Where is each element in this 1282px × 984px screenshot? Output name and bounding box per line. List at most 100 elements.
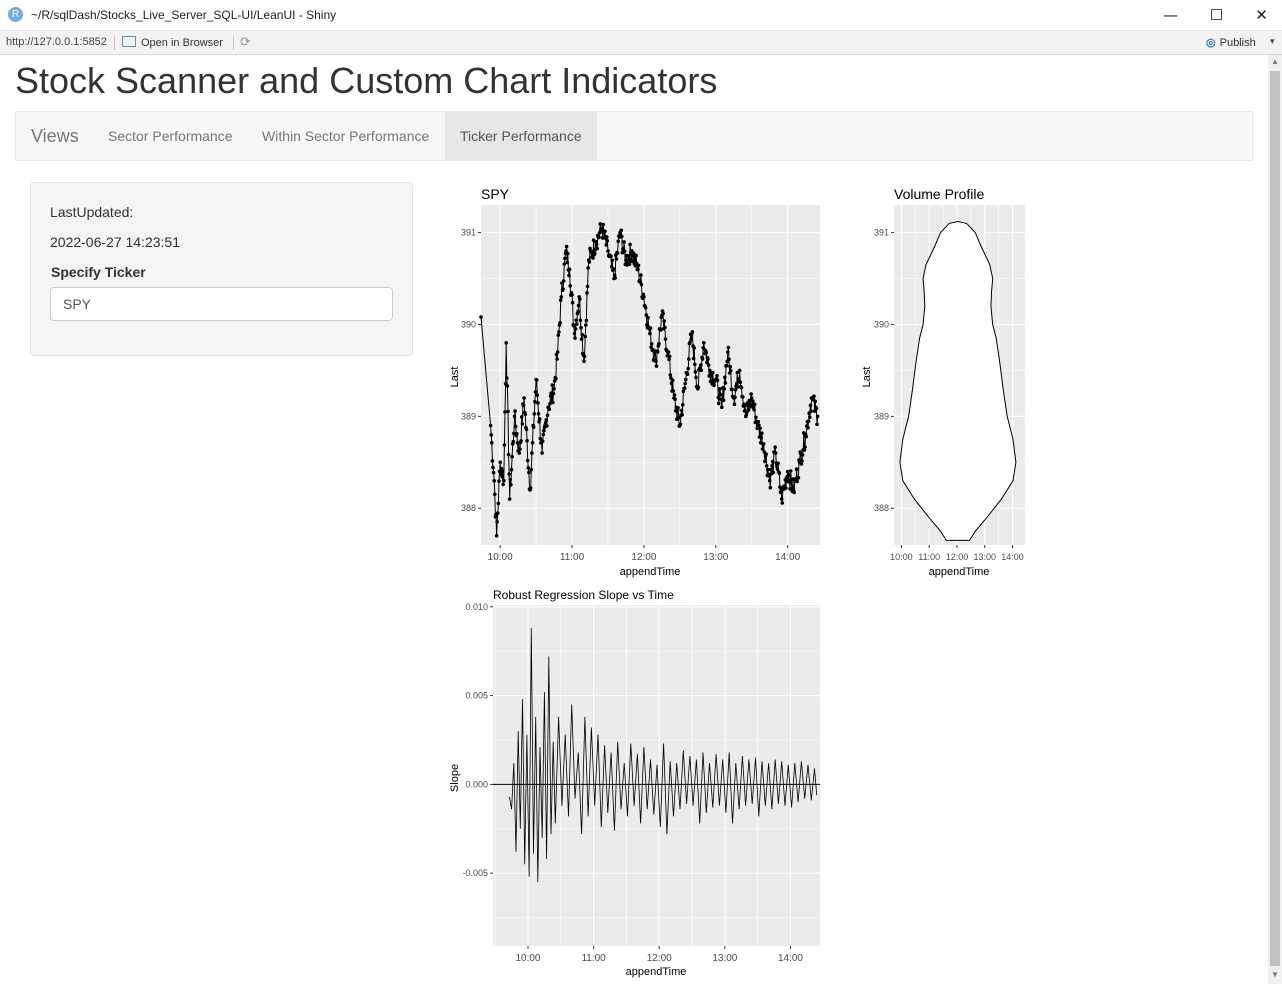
x-tick-label: 11:00 — [918, 552, 940, 562]
price-point — [559, 295, 564, 299]
price-point — [706, 363, 711, 367]
price-point — [565, 260, 569, 265]
price-point — [619, 228, 623, 233]
price-point — [666, 350, 671, 354]
price-point — [508, 477, 513, 482]
refresh-icon[interactable]: ⟳ — [240, 34, 251, 49]
price-point — [523, 412, 528, 417]
price-point — [800, 453, 805, 457]
price-point — [479, 315, 483, 319]
price-point — [616, 239, 620, 244]
scroll-down-icon[interactable]: ▼ — [1271, 970, 1279, 979]
price-point — [767, 474, 771, 478]
price-point — [655, 350, 660, 354]
x-tick-label: 11:00 — [581, 953, 606, 964]
chart-title: SPY — [481, 186, 510, 202]
price-point — [663, 325, 667, 330]
ticker-input[interactable] — [50, 287, 393, 321]
price-point — [749, 392, 753, 396]
scroll-up-icon[interactable]: ▲ — [1271, 57, 1279, 66]
chart-title: Robust Regression Slope vs Time — [493, 588, 674, 602]
price-point — [636, 263, 641, 268]
spy-price-chart: 388 389 390 391 10:00 11:00 12:00 13:00 14:00 S… — [449, 186, 820, 578]
x-tick-label: 13:00 — [973, 552, 996, 562]
price-point — [705, 360, 709, 365]
price-point — [582, 354, 587, 359]
price-point — [639, 282, 644, 287]
price-point — [693, 370, 698, 374]
price-point — [548, 402, 552, 406]
price-point — [684, 377, 688, 382]
price-point — [754, 415, 758, 420]
price-point — [572, 331, 577, 336]
price-point — [686, 366, 690, 371]
price-point — [512, 414, 517, 419]
slope-chart: -0.005 0.000 0.005 0.010 10:00 11:00 12:00 13:… — [449, 588, 820, 978]
price-point — [552, 387, 556, 391]
price-point — [568, 284, 572, 288]
price-point — [746, 408, 751, 412]
price-point — [758, 426, 762, 431]
price-point — [579, 326, 583, 330]
navbar-brand: Views — [31, 126, 79, 146]
price-point — [663, 337, 668, 341]
rstudio-app-icon: R — [8, 7, 23, 22]
price-point — [506, 452, 511, 457]
publish-button[interactable]: ◎ Publish — [1206, 36, 1256, 49]
price-point — [759, 435, 764, 440]
price-point — [764, 464, 769, 468]
scrollbar-thumb[interactable] — [1270, 71, 1280, 966]
y-tick-label: 389 — [461, 411, 476, 421]
price-point — [691, 356, 696, 361]
open-in-browser-button[interactable]: Open in Browser — [122, 36, 223, 49]
price-point — [497, 479, 501, 483]
price-point — [708, 379, 713, 384]
price-point — [561, 279, 566, 283]
price-point — [518, 447, 522, 452]
price-point — [690, 330, 695, 334]
price-point — [564, 249, 568, 253]
maximize-button[interactable]: ☐ — [1209, 6, 1224, 24]
vertical-scrollbar[interactable]: ▲ ▼ — [1268, 55, 1282, 984]
price-point — [682, 386, 687, 391]
price-point — [808, 415, 812, 420]
price-point — [525, 439, 529, 443]
price-point — [712, 383, 716, 388]
price-point — [720, 405, 724, 410]
price-point — [788, 469, 793, 473]
price-point — [693, 362, 697, 367]
price-point — [507, 472, 512, 476]
tab-sector-performance[interactable]: Sector Performance — [108, 128, 233, 144]
price-point — [631, 259, 635, 263]
tab-ticker-performance[interactable]: Ticker Performance — [445, 112, 597, 160]
price-point — [537, 419, 541, 424]
price-point — [649, 342, 654, 346]
price-point — [493, 492, 497, 497]
url-display: http://127.0.0.1:5852 — [6, 36, 107, 48]
price-point — [718, 387, 722, 391]
price-point — [610, 258, 614, 263]
price-point — [806, 425, 810, 430]
price-point — [547, 407, 552, 412]
price-point — [800, 459, 804, 463]
price-point — [626, 254, 631, 258]
y-tick-label: 391 — [874, 228, 889, 238]
price-point — [601, 222, 605, 227]
price-point — [615, 251, 620, 255]
price-point — [563, 256, 567, 261]
x-tick-label: 13:00 — [703, 552, 728, 563]
price-point — [624, 258, 628, 262]
price-point — [512, 431, 516, 436]
y-tick-label: 0.005 — [465, 691, 488, 701]
price-point — [576, 303, 581, 308]
tab-within-sector-performance[interactable]: Within Sector Performance — [262, 128, 430, 144]
minimize-button[interactable]: — — [1163, 6, 1178, 24]
price-point — [804, 434, 808, 439]
price-point — [769, 467, 773, 472]
price-point — [554, 376, 558, 381]
price-point — [723, 375, 727, 380]
sidebar-panel: LastUpdated: 2022-06-27 14:23:51 Specify… — [30, 182, 413, 356]
chevron-down-icon[interactable]: ▾ — [1270, 36, 1275, 46]
close-button[interactable]: ✕ — [1255, 6, 1268, 24]
open-in-browser-label: Open in Browser — [141, 37, 223, 49]
